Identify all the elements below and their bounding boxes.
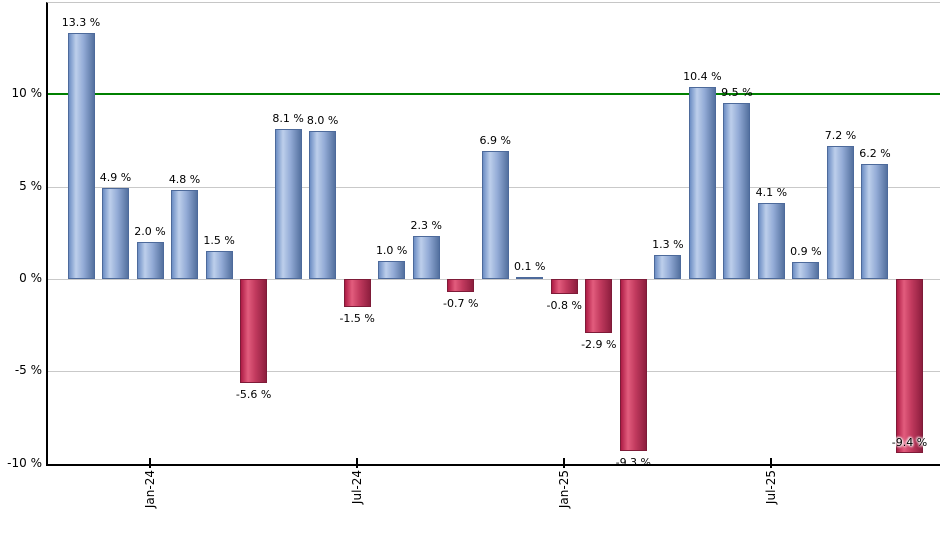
bar-value-label: -0.8 % — [546, 298, 582, 312]
bar-value-label: 2.3 % — [410, 219, 442, 233]
bar-value-label: 0.1 % — [514, 260, 546, 273]
plot-area: 13.3 % 4.9 % 2.0 % 4.8 % 1.5 % -5.6 % 8.1 % 8.0… — [46, 2, 940, 469]
bar-value-label: 4.9 % — [99, 171, 132, 185]
bar-value-label: -2.9 % — [581, 337, 617, 351]
bar-value-label: -9.4 % — [891, 435, 928, 449]
bar-value-label: 6.9 % — [479, 134, 511, 148]
bar-positive — [67, 33, 95, 279]
bar-value-label: -9.3 % — [615, 455, 652, 469]
bar-value-label: -5.6 % — [235, 387, 272, 401]
bar-positive — [274, 129, 302, 279]
x-tick-label: Jan-24 — [143, 470, 158, 509]
x-tick-mark — [770, 458, 773, 468]
grid-line — [48, 371, 940, 373]
bar-positive — [861, 164, 889, 279]
y-tick-label: 0 % — [19, 271, 42, 285]
bar-negative — [619, 279, 647, 451]
bar-value-label: 4.1 % — [755, 186, 788, 200]
y-tick-label: -5 % — [14, 363, 42, 378]
bar-negative — [550, 279, 578, 294]
bar-value-label: -0.7 % — [443, 296, 479, 310]
x-tick-label: Jul-24 — [350, 470, 365, 505]
bar-negative — [895, 279, 923, 453]
bar-value-label: 1.5 % — [203, 234, 235, 248]
bar-positive — [309, 131, 337, 279]
y-tick-label: 5 % — [19, 178, 42, 193]
bar-value-label: 13.3 % — [61, 16, 101, 30]
x-tick-mark — [149, 458, 152, 468]
bar-value-label: 2.0 % — [134, 225, 166, 239]
bar-value-label: 7.2 % — [824, 128, 857, 142]
bar-positive — [136, 242, 164, 279]
bar-negative — [585, 279, 613, 333]
x-tick-label: Jul-25 — [764, 470, 779, 505]
bar-positive — [654, 254, 682, 279]
bar-positive — [516, 277, 544, 279]
bar-positive — [757, 203, 785, 279]
bar-value-label: 1.0 % — [375, 243, 408, 257]
bar-value-label: 1.3 % — [652, 237, 684, 251]
bar-positive — [171, 190, 199, 279]
bar-negative — [343, 279, 371, 307]
bar-positive — [205, 251, 233, 279]
x-tick-label: Jan-25 — [557, 470, 572, 509]
bar-value-label: 0.9 % — [790, 245, 822, 259]
bar-positive — [378, 260, 406, 279]
bar-value-label: 8.1 % — [272, 112, 304, 126]
bar-value-label: 4.8 % — [168, 173, 201, 187]
y-tick-label: 10 % — [11, 86, 43, 101]
bar-value-label: 10.4 % — [683, 69, 722, 83]
bar-negative — [447, 279, 475, 292]
bar-positive — [102, 188, 130, 279]
x-tick-mark — [356, 458, 359, 468]
bar-positive — [481, 151, 509, 279]
bar-positive — [688, 86, 716, 279]
bar-positive — [723, 103, 751, 279]
x-tick-mark — [563, 458, 566, 468]
bar-value-label: 6.2 % — [859, 147, 891, 161]
grid-line — [48, 279, 940, 280]
y-tick-label: -10 % — [7, 455, 42, 470]
bar-positive — [792, 262, 820, 279]
bar-positive — [826, 145, 854, 279]
bar-positive — [412, 236, 440, 279]
bar-value-label: 8.0 % — [306, 114, 339, 128]
reference-line — [48, 93, 940, 96]
bar-value-label: 9.5 % — [721, 86, 753, 100]
bar-negative — [240, 279, 268, 383]
bar-value-label: -1.5 % — [339, 311, 375, 325]
